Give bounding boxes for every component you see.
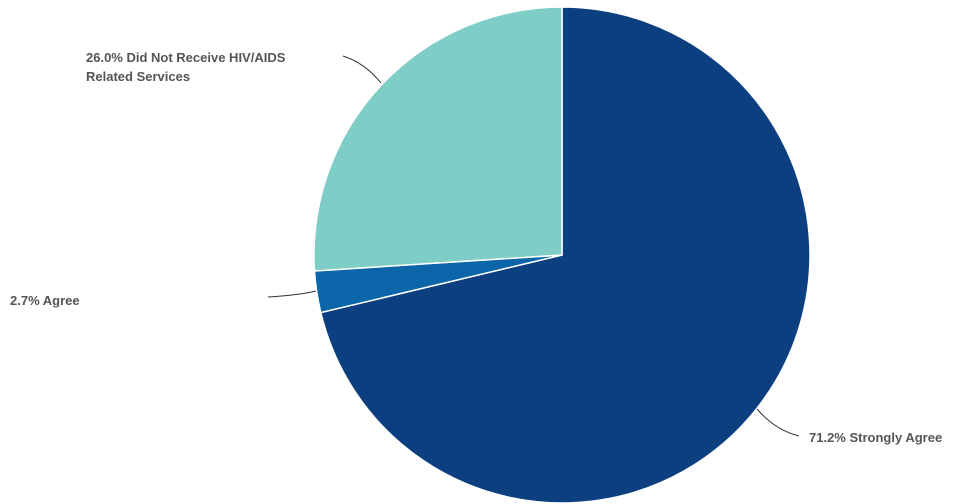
data-label-agree: 2.7% Agree [10,293,80,308]
leader-line-did-not-receive [342,55,382,84]
leader-line-strongly-agree [756,408,800,437]
leader-line-agree [267,290,317,298]
data-label-did-not-receive: 26.0% Did Not Receive HIV/AIDS Related S… [86,50,289,84]
data-label-did-not-receive-line-2: Related Services [86,69,190,84]
pie-slices [313,6,811,504]
data-label-strongly-agree: 71.2% Strongly Agree [809,430,942,445]
pie-slice-did-not-receive [313,6,563,272]
data-label-did-not-receive-line-1: 26.0% Did Not Receive HIV/AIDS [86,50,286,65]
pie-slice-strongly-agree [319,6,811,504]
